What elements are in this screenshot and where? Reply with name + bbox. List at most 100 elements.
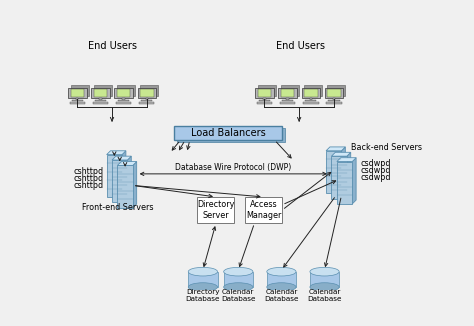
Bar — [139, 102, 155, 104]
Bar — [281, 85, 299, 96]
Text: Front-end Servers: Front-end Servers — [82, 203, 154, 212]
Polygon shape — [326, 147, 346, 151]
Bar — [303, 102, 319, 104]
Bar — [337, 162, 352, 204]
Polygon shape — [341, 147, 346, 193]
Ellipse shape — [267, 267, 296, 276]
Bar — [141, 100, 153, 101]
Ellipse shape — [310, 283, 339, 291]
Polygon shape — [352, 158, 356, 204]
Bar — [267, 272, 296, 287]
Text: Back-end Servers: Back-end Servers — [351, 143, 422, 152]
Bar — [264, 98, 265, 100]
Ellipse shape — [188, 267, 218, 276]
Bar — [140, 89, 154, 97]
FancyBboxPatch shape — [245, 197, 282, 223]
Polygon shape — [107, 151, 126, 155]
Bar — [327, 85, 345, 96]
Bar — [118, 100, 129, 101]
Bar — [304, 89, 318, 97]
Bar — [118, 165, 133, 208]
Bar — [325, 88, 343, 98]
Text: cshttpd: cshttpd — [73, 174, 103, 183]
Polygon shape — [112, 156, 131, 160]
Text: End Users: End Users — [88, 41, 137, 51]
Text: cshttpd: cshttpd — [73, 167, 103, 176]
Bar — [92, 102, 108, 104]
Text: csdwpd: csdwpd — [361, 173, 391, 182]
Bar — [72, 100, 83, 101]
Bar — [282, 100, 293, 101]
Bar — [328, 100, 339, 101]
Polygon shape — [331, 152, 351, 156]
Bar — [95, 100, 106, 101]
Polygon shape — [133, 162, 137, 208]
Bar — [331, 156, 347, 199]
Text: Calendar
Database: Calendar Database — [264, 289, 299, 302]
Bar — [257, 89, 271, 97]
FancyBboxPatch shape — [198, 197, 235, 223]
Bar — [94, 85, 112, 96]
Ellipse shape — [224, 267, 253, 276]
Polygon shape — [337, 158, 356, 162]
Bar — [255, 88, 273, 98]
Text: Directory
Server: Directory Server — [197, 200, 235, 220]
Text: Access
Manager: Access Manager — [246, 200, 282, 220]
Bar — [305, 100, 317, 101]
Bar — [117, 89, 130, 97]
Text: Database Wire Protocol (DWP): Database Wire Protocol (DWP) — [175, 163, 292, 171]
Bar — [122, 98, 125, 100]
Bar — [76, 98, 79, 100]
Ellipse shape — [188, 283, 218, 291]
Polygon shape — [347, 152, 351, 199]
Bar — [114, 88, 133, 98]
Bar — [310, 98, 312, 100]
Bar — [71, 89, 84, 97]
Bar — [140, 85, 158, 96]
Text: Load Balancers: Load Balancers — [191, 128, 265, 138]
Bar — [326, 151, 341, 193]
Bar — [100, 98, 101, 100]
Bar — [146, 98, 148, 100]
Bar — [310, 272, 339, 287]
Bar — [116, 102, 131, 104]
Bar — [107, 155, 122, 197]
Bar — [137, 88, 156, 98]
Bar — [224, 272, 253, 287]
Bar — [278, 88, 297, 98]
Bar — [304, 85, 322, 96]
Polygon shape — [128, 156, 131, 202]
Bar — [71, 85, 89, 96]
Polygon shape — [122, 151, 126, 197]
Ellipse shape — [267, 283, 296, 291]
Bar — [301, 88, 320, 98]
Text: csdwpd: csdwpd — [361, 159, 391, 168]
Bar — [117, 85, 135, 96]
FancyBboxPatch shape — [174, 126, 282, 140]
Bar — [326, 102, 342, 104]
Ellipse shape — [224, 283, 253, 291]
Bar — [280, 102, 295, 104]
Bar — [70, 102, 85, 104]
FancyBboxPatch shape — [177, 128, 284, 142]
Text: csdwpd: csdwpd — [361, 166, 391, 175]
Bar — [333, 98, 335, 100]
Bar — [286, 98, 289, 100]
Bar — [259, 100, 270, 101]
Bar — [256, 102, 272, 104]
Text: Directory
Database: Directory Database — [186, 289, 220, 302]
Bar — [281, 89, 294, 97]
Bar — [91, 88, 109, 98]
Bar — [327, 89, 341, 97]
Text: Calendar
Database: Calendar Database — [221, 289, 255, 302]
Ellipse shape — [310, 267, 339, 276]
Polygon shape — [118, 162, 137, 165]
Text: Calendar
Database: Calendar Database — [307, 289, 342, 302]
Bar — [93, 89, 107, 97]
Bar — [68, 88, 87, 98]
Text: cshttpd: cshttpd — [73, 181, 103, 190]
Bar — [188, 272, 218, 287]
Text: End Users: End Users — [276, 41, 325, 51]
Bar — [112, 160, 128, 202]
Bar — [258, 85, 276, 96]
